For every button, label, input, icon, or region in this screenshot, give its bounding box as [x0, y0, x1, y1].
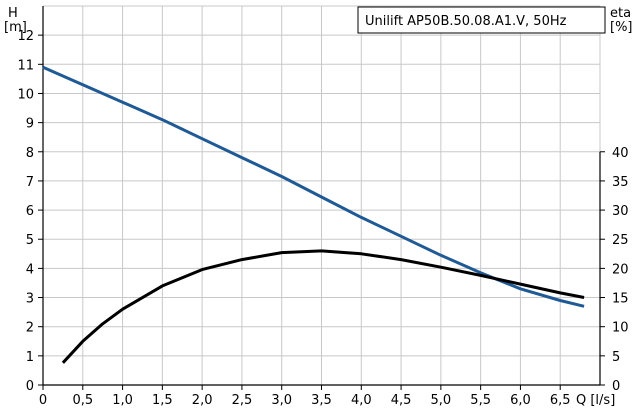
x-tick-label: 1,5 [152, 393, 173, 408]
axis-labels: 0 0,5 1,0 1,5 2,0 2,5 3,0 3,5 4,0 4,5 5,0 5,5 6,0 6,5… [4, 6, 633, 408]
series-line-H [42, 65, 585, 308]
y-left-tick-label: 11 [17, 58, 34, 73]
y-right-tick-label: 15 [612, 292, 629, 307]
y-left-tick-label: 6 [26, 204, 34, 219]
x-tick-label: 6,5 [550, 393, 571, 408]
x-tick-label: 0,5 [72, 393, 93, 408]
y-right-tick-label: 10 [612, 321, 629, 336]
y-left-axis-label: [m] [4, 20, 27, 35]
y-right-tick-label: 25 [612, 233, 629, 248]
y-right-axis-label: eta [610, 6, 631, 21]
y-left-tick-label: 9 [26, 117, 34, 132]
x-tick-label: 5,5 [470, 393, 491, 408]
y-left-tick-label: 4 [26, 262, 34, 277]
x-tick-label: 1,0 [112, 393, 133, 408]
x-tick-label: 0 [39, 393, 47, 408]
x-tick-label: 3,0 [271, 393, 292, 408]
x-tick-label: 2,0 [192, 393, 213, 408]
x-tick-label: 5,0 [431, 393, 452, 408]
y-left-tick-label: 5 [26, 233, 34, 248]
y-right-tick-label: 20 [612, 262, 629, 277]
y-left-tick-label: 12 [17, 29, 34, 44]
series-group [42, 65, 585, 364]
x-axis-label: Q [l/s] [576, 393, 615, 408]
chart-title: Unilift AP50B.50.08.A1.V, 50Hz [365, 14, 567, 29]
y-left-tick-label: 1 [26, 350, 34, 365]
y-left-tick-label: 8 [26, 146, 34, 161]
y-left-tick-label: 10 [17, 87, 34, 102]
x-tick-label: 4,5 [391, 393, 412, 408]
y-right-tick-label: 30 [612, 204, 629, 219]
legend-box [357, 6, 606, 34]
x-tick-label: 3,5 [311, 393, 332, 408]
y-left-tick-label: 7 [26, 175, 34, 190]
y-right-tick-label: 0 [612, 379, 620, 394]
y-right-axis-label: [%] [610, 20, 633, 35]
axes [38, 6, 605, 390]
x-tick-label: 2,5 [232, 393, 253, 408]
series-line-eta [61, 249, 585, 364]
y-right-tick-label: 40 [612, 146, 629, 161]
x-tick-label: 6,0 [510, 393, 531, 408]
y-left-tick-label: 2 [26, 321, 34, 336]
y-left-tick-label: 3 [26, 292, 34, 307]
y-left-axis-label: H [8, 6, 18, 21]
y-left-tick-label: 0 [26, 379, 34, 394]
y-right-tick-label: 35 [612, 175, 629, 190]
x-tick-label: 4,0 [351, 393, 372, 408]
y-right-tick-label: 5 [612, 350, 620, 365]
legend: Unilift AP50B.50.08.A1.V, 50Hz [357, 6, 606, 34]
